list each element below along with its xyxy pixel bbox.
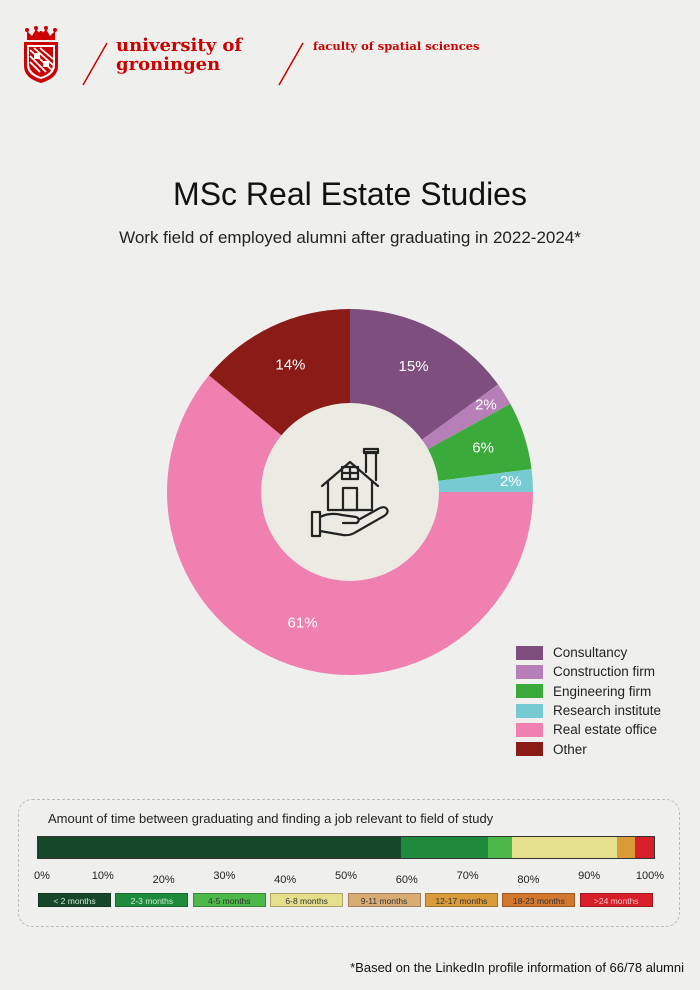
tick-label: 40% [274, 874, 297, 886]
tick-label: 30% [213, 870, 236, 882]
legend-item-real-estate-office: Real estate office [516, 720, 661, 739]
time-category-24-months: >24 months [579, 893, 653, 907]
slice-label-construction-firm: 2% [475, 397, 497, 414]
university-name-line1: university of [116, 35, 243, 56]
bar-segment-12-17-months [617, 837, 636, 858]
slice-label-engineering-firm: 6% [472, 440, 494, 457]
legend-item-other: Other [516, 739, 661, 758]
legend-label: Construction firm [553, 664, 656, 680]
university-crest-logo [24, 26, 58, 83]
time-category-2-months: < 2 months [38, 893, 111, 907]
legend-item-construction-firm: Construction firm [516, 662, 661, 681]
header: university of groningen faculty of spati… [0, 0, 700, 90]
legend-swatch [516, 645, 543, 660]
legend-label: Other [553, 741, 587, 757]
legend-swatch [516, 742, 543, 757]
time-category-4-5-months: 4-5 months [192, 893, 266, 907]
divider-slash [278, 42, 304, 86]
legend-item-engineering-firm: Engineering firm [516, 682, 661, 701]
tick-label: 50% [334, 870, 358, 882]
bar-segment-6-8-months [512, 837, 618, 858]
tick-label: 60% [395, 874, 418, 886]
tick-label: 70% [456, 870, 479, 882]
legend-swatch [516, 684, 543, 699]
university-name: university of groningen [116, 36, 242, 74]
time-category-9-11-months: 9-11 months [347, 893, 421, 907]
page-subtitle: Work field of employed alumni after grad… [119, 228, 581, 247]
time-to-job-panel [18, 799, 680, 927]
legend-label: Consultancy [553, 645, 628, 661]
time-to-job-title: Amount of time between graduating and fi… [48, 811, 494, 826]
time-category-18-23-months: 18-23 months [502, 893, 576, 907]
time-category-6-8-months: 6-8 months [270, 893, 344, 907]
tick-label: 90% [578, 870, 601, 882]
legend-label: Real estate office [553, 722, 658, 738]
tick-label: 0% [34, 870, 50, 882]
legend-swatch [516, 722, 543, 737]
legend-label: Engineering firm [553, 683, 652, 699]
donut-center [261, 403, 439, 581]
bar-segment-2-months [38, 837, 402, 858]
faculty-name: faculty of spatial sciences [313, 39, 480, 53]
tick-label: 10% [91, 870, 114, 882]
tick-label: 80% [517, 874, 540, 886]
time-category-12-17-months: 12-17 months [424, 893, 498, 907]
chart-legend: Consultancy Construction firm Engineering … [516, 643, 661, 759]
legend-item-research-institute: Research institute [516, 701, 661, 720]
tick-label: 100% [635, 870, 665, 882]
time-category-2-3-months: 2-3 months [115, 893, 189, 907]
bar-segment-4-5-months [487, 837, 513, 858]
page-title: MSc Real Estate Studies [173, 176, 527, 212]
bar-segment-24-months [635, 837, 654, 858]
slice-label-research-institute: 2% [500, 473, 522, 490]
house-in-hand-icon [310, 447, 389, 538]
slice-label-other: 14% [275, 356, 305, 373]
donut-labels: 15% 2% 6% 2% 61% 14% [275, 356, 521, 631]
divider-slash [82, 42, 108, 86]
legend-swatch [516, 703, 543, 718]
legend-swatch [516, 664, 543, 679]
legend-item-consultancy: Consultancy [516, 643, 661, 662]
slice-label-real-estate-office: 61% [288, 615, 318, 632]
university-name-line2: groningen [116, 54, 221, 75]
slice-label-consultancy: 15% [399, 358, 429, 375]
footnote: *Based on the LinkedIn profile informati… [350, 960, 684, 975]
legend-label: Research institute [553, 703, 662, 719]
time-category-legend: < 2 months 2-3 months 4-5 months 6-8 months… [38, 893, 657, 907]
bar-segment-2-3-months [401, 837, 488, 858]
time-to-job-stacked-bar [37, 836, 655, 859]
tick-label: 20% [152, 874, 175, 886]
